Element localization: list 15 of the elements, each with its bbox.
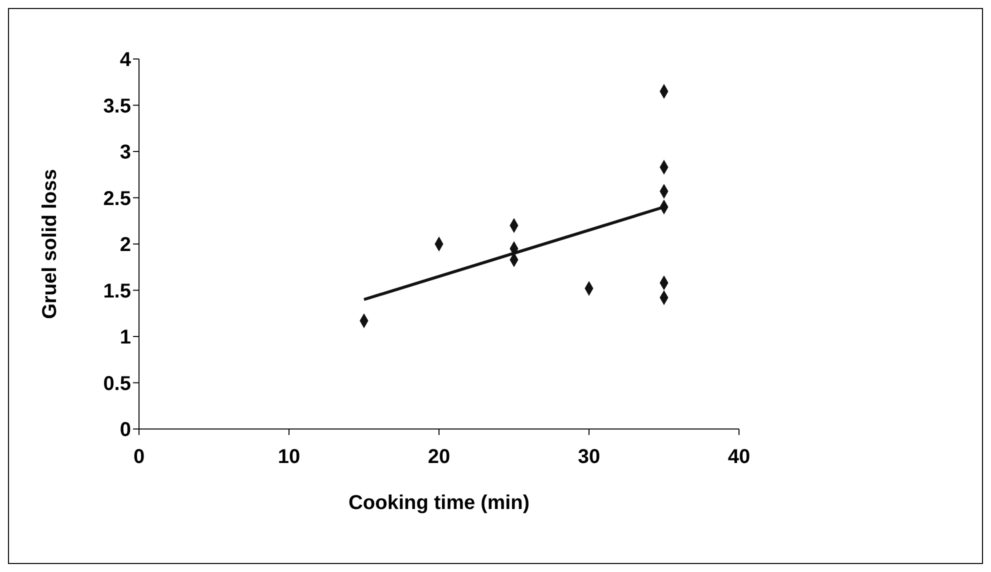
y-tick-label: 1 — [120, 326, 131, 349]
x-tick-label: 20 — [428, 446, 450, 468]
y-tick-label: 2 — [120, 234, 131, 256]
x-tick-label: 40 — [728, 446, 750, 468]
x-tick-label: 10 — [278, 446, 300, 468]
y-axis-title: Gruel solid loss — [39, 168, 62, 320]
y-tick-label: 4 — [120, 49, 132, 72]
y-tick-label: 3.5 — [103, 95, 131, 118]
y-tick-label: 0 — [120, 419, 131, 442]
y-tick-label: 2.5 — [103, 188, 131, 210]
x-tick-label: 30 — [578, 446, 600, 468]
y-tick-label: 1.5 — [103, 280, 131, 302]
y-tick-label: 3 — [120, 142, 131, 164]
x-axis-title: Cooking time (min) — [348, 492, 530, 514]
y-tick-label: 0.5 — [103, 372, 131, 395]
